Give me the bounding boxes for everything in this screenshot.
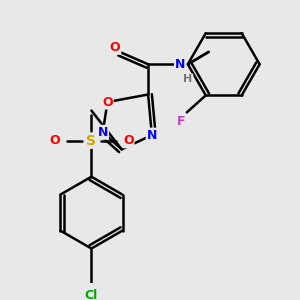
Text: S: S xyxy=(86,134,96,148)
Text: F: F xyxy=(177,115,185,128)
Text: N: N xyxy=(175,58,185,71)
Text: H: H xyxy=(183,74,192,84)
Text: O: O xyxy=(102,96,113,109)
Text: O: O xyxy=(110,41,120,54)
Text: N: N xyxy=(98,126,108,139)
Text: O: O xyxy=(123,134,134,147)
Text: O: O xyxy=(49,134,60,147)
Text: N: N xyxy=(147,129,157,142)
Text: Cl: Cl xyxy=(85,289,98,300)
